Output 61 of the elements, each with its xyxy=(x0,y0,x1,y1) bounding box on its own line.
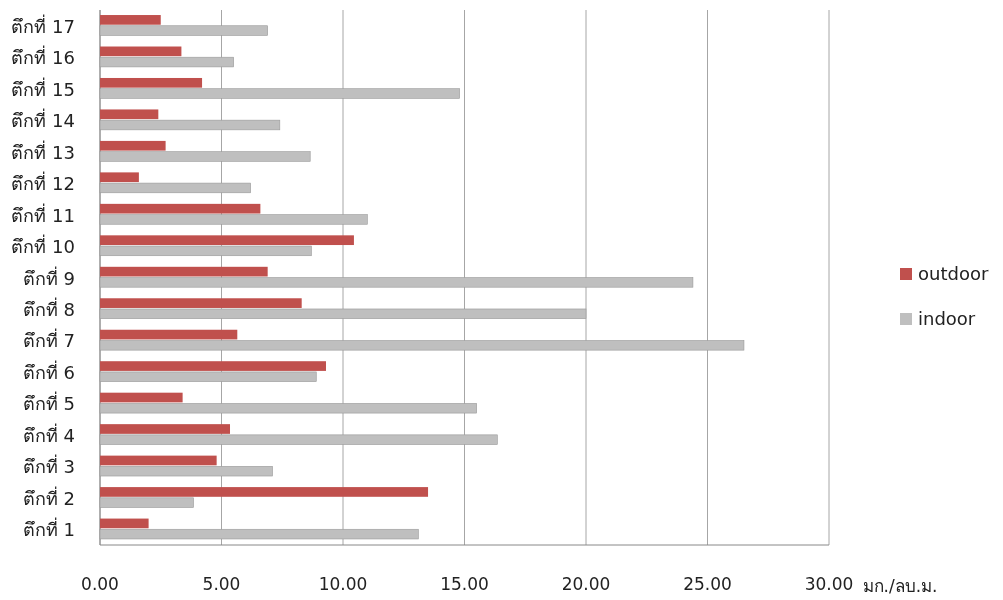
bar xyxy=(100,329,238,340)
bar xyxy=(100,109,159,120)
bar xyxy=(100,424,231,434)
bar xyxy=(99,119,281,131)
bar xyxy=(100,172,139,183)
bar xyxy=(100,46,182,57)
x-tick-label: 5.00 xyxy=(202,574,241,594)
y-tick-label: ตึกที่ 4 xyxy=(22,422,75,446)
bar xyxy=(100,15,161,25)
bar xyxy=(100,140,166,151)
legend-label: indoor xyxy=(918,308,976,329)
x-tick-label: 15.00 xyxy=(440,574,489,594)
y-tick-label: ตึกที่ 17 xyxy=(11,13,75,37)
y-tick-label: ตึกที่ 13 xyxy=(11,139,75,163)
y-tick-label: ตึกที่ 12 xyxy=(11,171,75,195)
bar xyxy=(100,203,261,214)
bar xyxy=(99,403,477,414)
bar xyxy=(99,245,312,257)
bar xyxy=(99,277,694,288)
bar xyxy=(99,528,419,540)
y-tick-label: ตึกที่ 5 xyxy=(22,391,75,415)
bar xyxy=(99,56,234,68)
bar xyxy=(100,455,217,466)
x-tick-label: 30.00 xyxy=(804,574,854,594)
bar xyxy=(99,214,368,225)
bar xyxy=(100,361,326,371)
bar xyxy=(99,434,498,445)
y-tick-label: ตึกที่ 16 xyxy=(11,45,75,69)
y-tick-label: ตึกที่ 7 xyxy=(22,328,75,352)
bar xyxy=(99,497,194,508)
bar xyxy=(100,392,183,403)
y-tick-label: ตึกที่ 1 xyxy=(22,517,75,541)
x-axis-title: มก./ลบ.ม. xyxy=(862,576,938,596)
bar xyxy=(100,77,203,88)
bar xyxy=(99,88,460,99)
bar xyxy=(100,235,354,246)
y-tick-label: ตึกที่ 11 xyxy=(11,202,75,226)
x-tick-label: 25.00 xyxy=(683,574,732,594)
y-tick-label: ตึกที่ 14 xyxy=(11,108,75,132)
bar xyxy=(100,487,429,497)
bar xyxy=(99,308,587,319)
y-tick-label: ตึกที่ 15 xyxy=(11,76,75,100)
bar xyxy=(99,466,273,477)
bar xyxy=(99,182,251,194)
x-tick-label: 0.00 xyxy=(81,574,119,594)
bar xyxy=(99,151,311,162)
bar xyxy=(100,518,149,529)
y-tick-label: ตึกที่ 2 xyxy=(22,485,75,509)
y-tick-label: ตึกที่ 6 xyxy=(22,359,75,383)
bar xyxy=(100,266,268,277)
bar xyxy=(100,298,302,308)
y-tick-label: ตึกที่ 8 xyxy=(22,296,75,320)
legend-label: outdoor xyxy=(918,263,989,284)
bar xyxy=(99,340,745,351)
x-tick-label: 20.00 xyxy=(561,574,611,594)
bar xyxy=(99,371,317,382)
y-tick-label: ตึกที่ 10 xyxy=(11,234,75,258)
y-tick-label: ตึกที่ 3 xyxy=(22,454,75,478)
x-tick-label: 10.00 xyxy=(318,574,368,594)
y-tick-label: ตึกที่ 9 xyxy=(22,265,75,289)
bar xyxy=(99,25,268,36)
